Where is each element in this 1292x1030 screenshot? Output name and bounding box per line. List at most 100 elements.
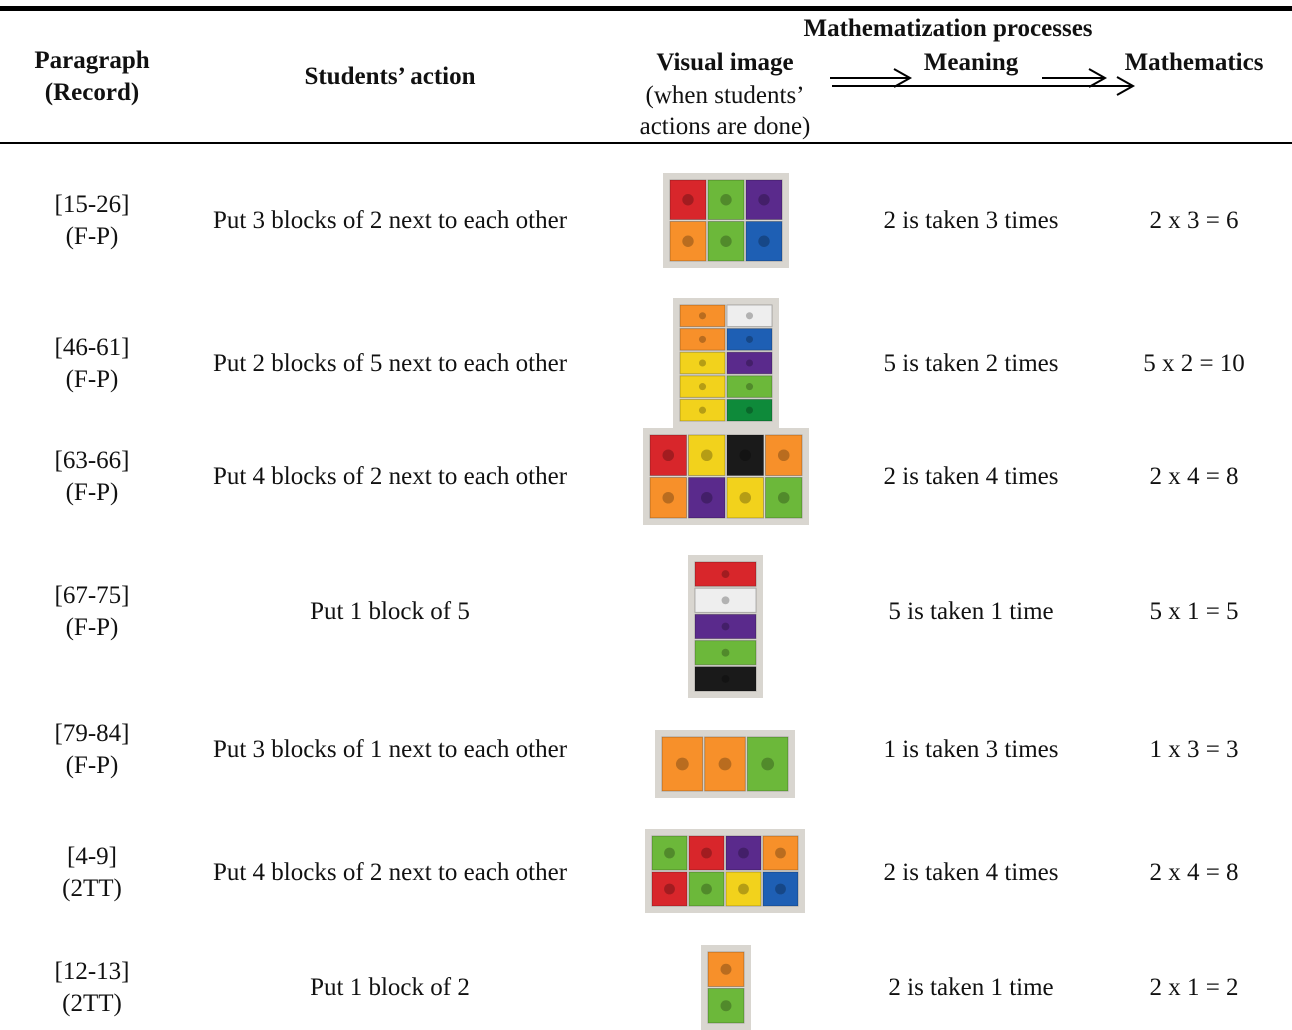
block bbox=[649, 477, 687, 519]
block-peg bbox=[698, 383, 707, 391]
block bbox=[688, 434, 726, 476]
block-peg bbox=[720, 235, 732, 247]
cell-text: (Record) bbox=[44, 79, 140, 106]
block bbox=[669, 221, 707, 262]
block-peg bbox=[675, 757, 689, 771]
cell-text: [46-61] bbox=[54, 334, 130, 361]
block bbox=[694, 640, 757, 666]
block bbox=[726, 375, 773, 398]
block bbox=[651, 871, 688, 907]
block bbox=[688, 835, 725, 871]
top-rule bbox=[0, 6, 1292, 11]
block-peg bbox=[698, 335, 707, 343]
cell-text: Put 1 block of 5 bbox=[310, 598, 470, 625]
block bbox=[726, 304, 773, 328]
block-peg bbox=[664, 847, 675, 859]
block-peg bbox=[761, 757, 775, 771]
cell-text: [79-84] bbox=[54, 720, 130, 747]
block-peg bbox=[721, 570, 730, 579]
arrow bbox=[832, 76, 1136, 96]
block bbox=[688, 477, 726, 519]
cell-text: 2 x 4 = 8 bbox=[1149, 859, 1239, 886]
block-peg bbox=[777, 491, 790, 504]
block-peg bbox=[758, 235, 770, 247]
cell-text: Meaning bbox=[923, 49, 1019, 76]
cell-text: 5 is taken 1 time bbox=[888, 598, 1054, 625]
cell-text: (F-P) bbox=[65, 479, 119, 506]
block-peg bbox=[777, 449, 790, 462]
block-peg bbox=[718, 757, 732, 771]
block bbox=[679, 398, 726, 422]
block bbox=[694, 613, 757, 640]
block bbox=[726, 398, 773, 422]
arrow bbox=[1042, 68, 1108, 88]
block bbox=[726, 477, 764, 519]
cell-text: [4-9] bbox=[67, 843, 117, 870]
block bbox=[707, 988, 745, 1024]
block bbox=[651, 835, 688, 871]
cell-text: Put 4 blocks of 2 next to each other bbox=[212, 859, 568, 886]
cell-text: Put 2 blocks of 5 next to each other bbox=[212, 350, 568, 377]
cell-text: actions are done) bbox=[639, 113, 811, 140]
cell-text: 2 is taken 3 times bbox=[883, 207, 1059, 234]
block-peg bbox=[698, 359, 707, 367]
block bbox=[725, 835, 762, 871]
cell-text: [63-66] bbox=[54, 447, 130, 474]
block bbox=[762, 871, 799, 907]
block bbox=[679, 328, 726, 351]
arrow bbox=[830, 68, 913, 88]
block-peg bbox=[745, 406, 754, 414]
block-peg bbox=[682, 194, 694, 206]
block-peg bbox=[775, 883, 786, 895]
block-peg bbox=[745, 312, 754, 320]
cell-text: (when students’ bbox=[645, 82, 805, 109]
cell-text: Students’ action bbox=[304, 63, 476, 90]
cell-text: (2TT) bbox=[62, 875, 122, 902]
cell-text: (F-P) bbox=[65, 366, 119, 393]
block bbox=[707, 179, 745, 220]
cell-text: 1 x 3 = 3 bbox=[1149, 736, 1239, 763]
cell-text: Mathematics bbox=[1124, 49, 1264, 76]
block bbox=[765, 477, 803, 519]
cell-text: Put 3 blocks of 1 next to each other bbox=[212, 736, 568, 763]
header-rule bbox=[0, 142, 1292, 144]
cell-text: 2 x 4 = 8 bbox=[1149, 463, 1239, 490]
block bbox=[707, 951, 745, 987]
block-peg bbox=[745, 359, 754, 367]
block bbox=[725, 871, 762, 907]
block bbox=[694, 587, 757, 613]
block bbox=[726, 328, 773, 351]
cell-text: [67-75] bbox=[54, 582, 130, 609]
block bbox=[694, 666, 757, 692]
cell-text: [15-26] bbox=[54, 191, 130, 218]
cell-text: Paragraph bbox=[34, 47, 150, 74]
cell-text: 5 is taken 2 times bbox=[883, 350, 1059, 377]
cell-text: Visual image bbox=[656, 49, 794, 76]
block bbox=[688, 871, 725, 907]
block bbox=[746, 736, 789, 792]
block-peg bbox=[662, 491, 675, 504]
cell-text: 2 is taken 4 times bbox=[883, 463, 1059, 490]
block-peg bbox=[739, 449, 752, 462]
block-peg bbox=[738, 883, 749, 895]
block-peg bbox=[738, 847, 749, 859]
block-peg bbox=[700, 491, 713, 504]
cell-text: (F-P) bbox=[65, 614, 119, 641]
block-peg bbox=[700, 449, 713, 462]
block bbox=[669, 179, 707, 220]
block-peg bbox=[698, 312, 707, 320]
block bbox=[762, 835, 799, 871]
block-peg bbox=[721, 648, 730, 657]
block bbox=[679, 304, 726, 328]
block-peg bbox=[745, 383, 754, 391]
cell-text: 2 is taken 1 time bbox=[888, 974, 1054, 1001]
block bbox=[726, 434, 764, 476]
block bbox=[704, 736, 746, 792]
cell-text: (F-P) bbox=[65, 752, 119, 779]
cell-text: Mathematization processes bbox=[803, 15, 1093, 42]
block bbox=[745, 179, 783, 220]
cell-text: Put 4 blocks of 2 next to each other bbox=[212, 463, 568, 490]
block bbox=[726, 351, 773, 375]
block-peg bbox=[739, 491, 752, 504]
